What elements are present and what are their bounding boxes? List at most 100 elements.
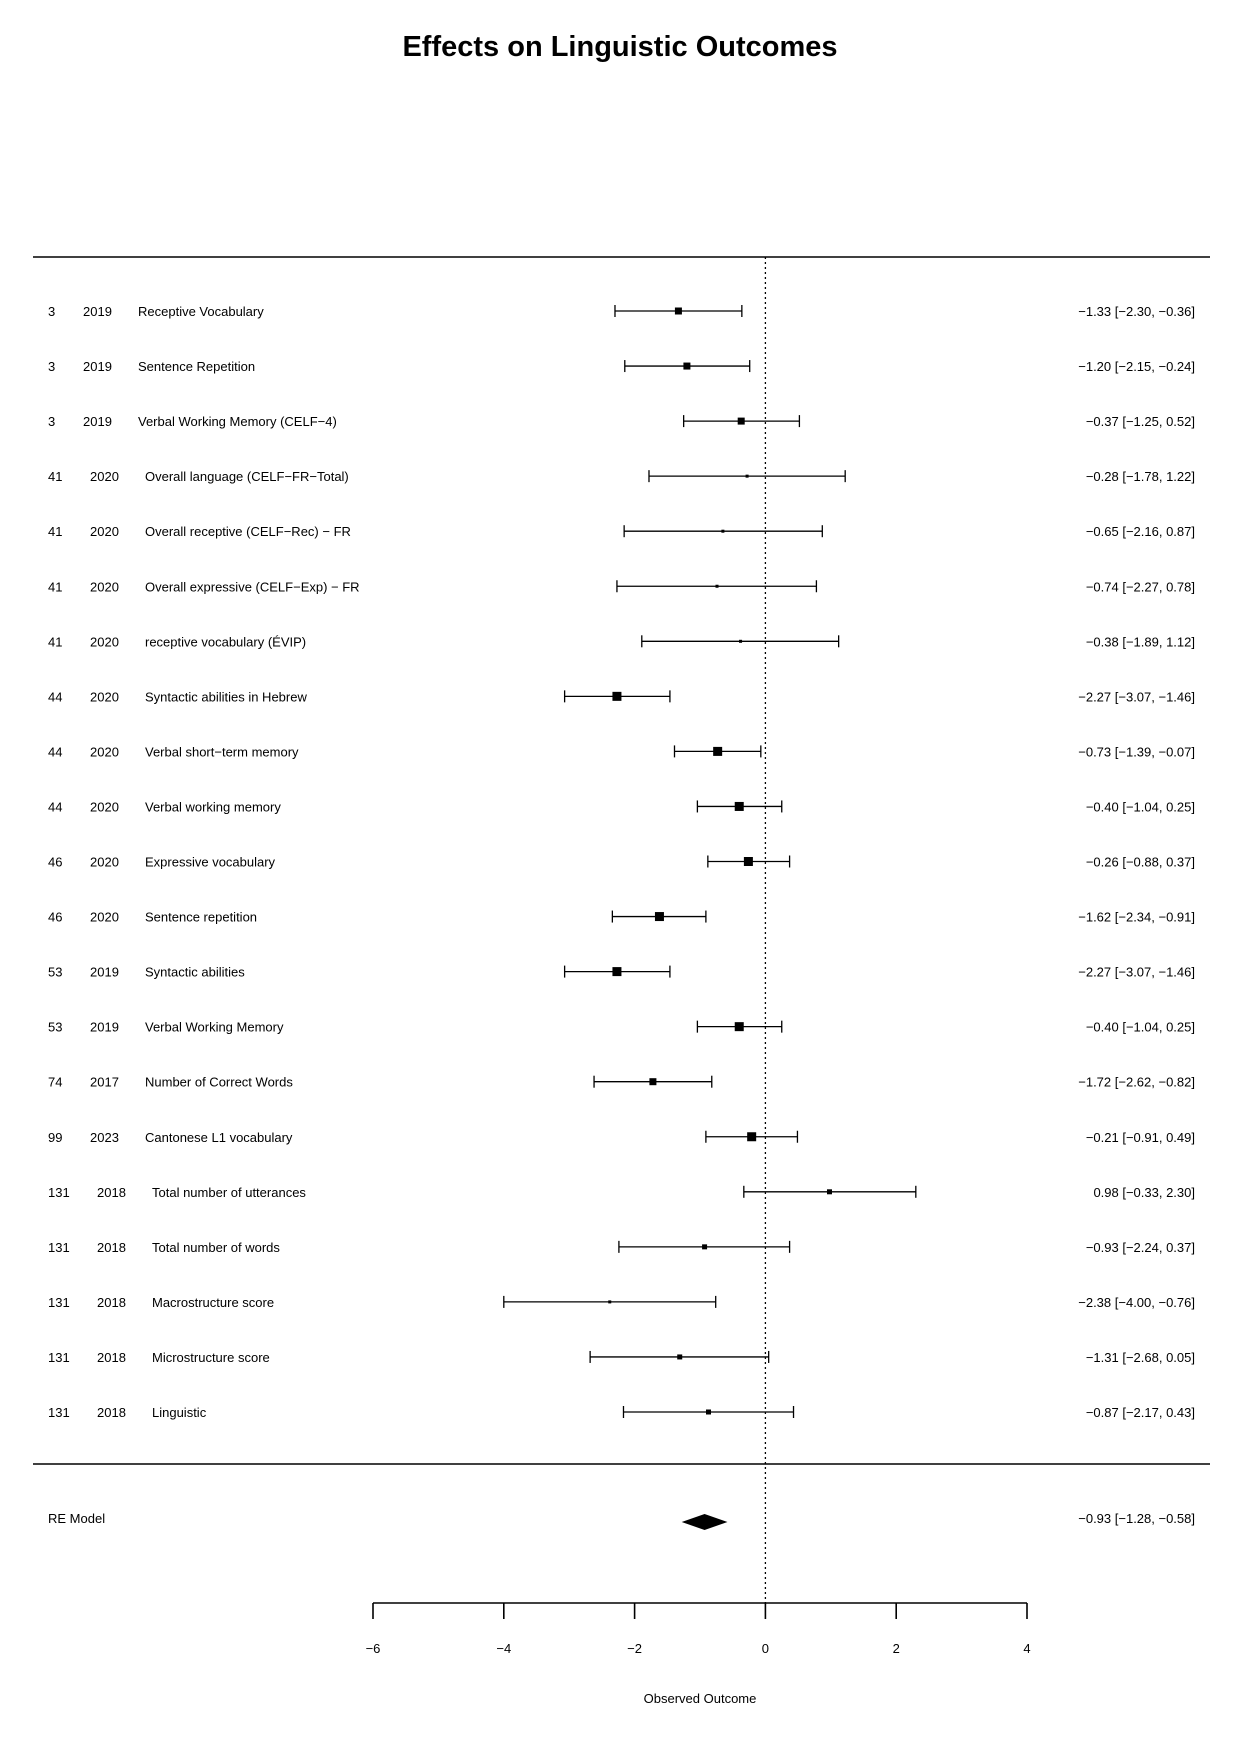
study-id: 131 (48, 1185, 70, 1200)
study-year: 2020 (90, 634, 119, 649)
outcome-label: Total number of words (152, 1240, 280, 1255)
study-year: 2020 (90, 744, 119, 759)
study-id: 131 (48, 1240, 70, 1255)
study-year: 2020 (90, 855, 119, 870)
point-estimate-marker (745, 474, 749, 478)
study-id: 44 (48, 689, 62, 704)
study-year: 2020 (90, 579, 119, 594)
study-row: 99 2023 Cantonese L1 vocabulary −0.21 [−0.9… (48, 1130, 1195, 1145)
study-year: 2020 (90, 910, 119, 925)
study-year: 2019 (83, 414, 112, 429)
study-id: 46 (48, 855, 62, 870)
study-rows: 3 2019 Receptive Vocabulary −1.33 [−2.30, −… (48, 304, 1195, 1420)
outcome-label: receptive vocabulary (ÉVIP) (145, 634, 306, 649)
outcome-label: Overall receptive (CELF−Rec) − FR (145, 524, 351, 539)
ci-text: −0.38 [−1.89, 1.12] (1086, 634, 1195, 649)
study-id: 131 (48, 1295, 70, 1310)
point-estimate-marker (608, 1300, 612, 1304)
ci-text: −1.62 [−2.34, −0.91] (1078, 910, 1195, 925)
study-row: 53 2019 Syntactic abilities −2.27 [−3.07, −… (48, 965, 1195, 980)
outcome-label: Sentence Repetition (138, 359, 255, 374)
study-id: 41 (48, 469, 62, 484)
study-year: 2018 (97, 1405, 126, 1420)
point-estimate-marker (702, 1244, 708, 1250)
ci-text: −2.27 [−3.07, −1.46] (1078, 689, 1195, 704)
x-tick-label: 0 (762, 1641, 769, 1656)
ci-text: −0.40 [−1.04, 0.25] (1086, 1020, 1195, 1035)
study-id: 41 (48, 524, 62, 539)
x-tick-label: −6 (366, 1641, 381, 1656)
outcome-label: Verbal short−term memory (145, 744, 299, 759)
x-axis-label: Observed Outcome (644, 1691, 757, 1706)
study-year: 2019 (83, 304, 112, 319)
point-estimate-marker (715, 584, 719, 588)
ci-text: −0.26 [−0.88, 0.37] (1086, 855, 1195, 870)
study-id: 3 (48, 414, 55, 429)
study-year: 2018 (97, 1295, 126, 1310)
study-year: 2019 (90, 965, 119, 980)
point-estimate-marker (713, 746, 723, 756)
study-id: 44 (48, 744, 62, 759)
point-estimate-marker (743, 857, 753, 866)
study-id: 53 (48, 1020, 62, 1035)
point-estimate-marker (739, 639, 743, 643)
study-id: 3 (48, 359, 55, 374)
study-year: 2017 (90, 1075, 119, 1090)
point-estimate-marker (674, 307, 682, 315)
ci-text: −0.74 [−2.27, 0.78] (1086, 579, 1195, 594)
summary-row: RE Model −0.93 [−1.28, −0.58] (48, 1511, 1195, 1530)
point-estimate-marker (612, 967, 622, 977)
outcome-label: Cantonese L1 vocabulary (145, 1130, 293, 1145)
study-row: 44 2020 Verbal working memory −0.40 [−1.04,… (48, 799, 1195, 814)
summary-diamond (681, 1514, 728, 1530)
point-estimate-marker (706, 1409, 712, 1415)
ci-text: −1.20 [−2.15, −0.24] (1078, 359, 1195, 374)
study-row: 41 2020 Overall expressive (CELF−Exp) − FR… (48, 579, 1195, 594)
x-tick-label: −4 (496, 1641, 511, 1656)
study-year: 2020 (90, 469, 119, 484)
study-year: 2018 (97, 1240, 126, 1255)
study-row: 131 2018 Total number of words −0.93 [−2.24… (48, 1240, 1195, 1255)
outcome-label: Receptive Vocabulary (138, 304, 264, 319)
ci-text: −1.33 [−2.30, −0.36] (1078, 304, 1195, 319)
study-row: 44 2020 Syntactic abilities in Hebrew −2.27… (48, 689, 1195, 704)
study-id: 131 (48, 1405, 70, 1420)
study-year: 2019 (83, 359, 112, 374)
study-row: 74 2017 Number of Correct Words −1.72 [−2.6… (48, 1075, 1195, 1090)
study-year: 2023 (90, 1130, 119, 1145)
study-row: 131 2018 Linguistic −0.87 [−2.17, 0.43] (48, 1405, 1195, 1420)
outcome-label: Sentence repetition (145, 910, 257, 925)
study-id: 44 (48, 799, 62, 814)
study-row: 131 2018 Microstructure score −1.31 [−2.68,… (48, 1350, 1195, 1365)
point-estimate-marker (649, 1078, 657, 1086)
study-id: 41 (48, 634, 62, 649)
study-row: 3 2019 Receptive Vocabulary −1.33 [−2.30, −… (48, 304, 1195, 319)
ci-text: 0.98 [−0.33, 2.30] (1093, 1185, 1195, 1200)
point-estimate-marker (677, 1354, 683, 1360)
study-row: 41 2020 Overall receptive (CELF−Rec) − FR −… (48, 524, 1195, 539)
ci-text: −0.73 [−1.39, −0.07] (1078, 744, 1195, 759)
point-estimate-marker (734, 801, 744, 811)
study-year: 2018 (97, 1350, 126, 1365)
ci-text: −2.27 [−3.07, −1.46] (1078, 965, 1195, 980)
study-year: 2020 (90, 689, 119, 704)
point-estimate-marker (747, 1132, 757, 1142)
summary-ci-text: −0.93 [−1.28, −0.58] (1078, 1511, 1195, 1526)
study-id: 3 (48, 304, 55, 319)
study-year: 2018 (97, 1185, 126, 1200)
study-row: 41 2020 Overall language (CELF−FR−Total) −0… (48, 469, 1195, 484)
ci-text: −0.37 [−1.25, 0.52] (1086, 414, 1195, 429)
study-id: 41 (48, 579, 62, 594)
ci-text: −0.40 [−1.04, 0.25] (1086, 799, 1195, 814)
ci-text: −0.28 [−1.78, 1.22] (1086, 469, 1195, 484)
study-year: 2020 (90, 524, 119, 539)
point-estimate-marker (721, 529, 725, 533)
outcome-label: Expressive vocabulary (145, 855, 276, 870)
study-row: 131 2018 Macrostructure score −2.38 [−4.00,… (48, 1295, 1195, 1310)
ci-text: −1.72 [−2.62, −0.82] (1078, 1075, 1195, 1090)
point-estimate-marker (683, 362, 691, 370)
outcome-label: Verbal Working Memory (CELF−4) (138, 414, 337, 429)
point-estimate-marker (612, 691, 622, 701)
ci-text: −2.38 [−4.00, −0.76] (1078, 1295, 1195, 1310)
